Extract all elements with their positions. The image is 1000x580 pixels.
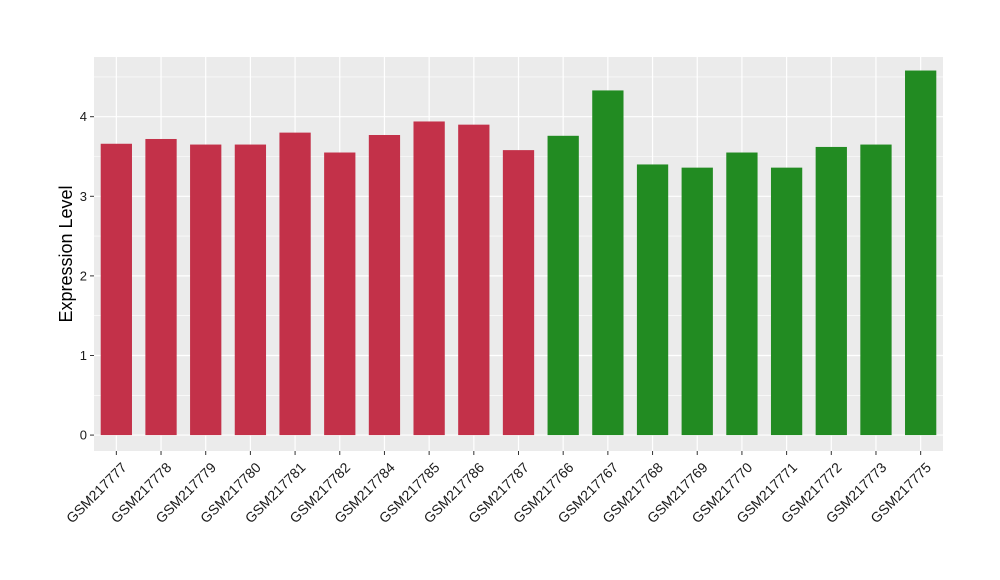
bar-GSM217782 bbox=[324, 152, 356, 436]
x-axis: GSM217777GSM217778GSM217779GSM217780GSM2… bbox=[63, 451, 934, 526]
bar-GSM217768 bbox=[636, 164, 669, 436]
y-axis-title: Expression Level bbox=[56, 185, 76, 322]
bar-GSM217779 bbox=[190, 144, 222, 436]
bar-GSM217778 bbox=[145, 138, 177, 436]
y-tick-label: 1 bbox=[80, 348, 87, 363]
bar-GSM217769 bbox=[681, 167, 713, 436]
y-tick-label: 2 bbox=[80, 268, 87, 283]
bar-GSM217781 bbox=[279, 132, 311, 436]
y-tick-label: 3 bbox=[80, 189, 87, 204]
bar-GSM217780 bbox=[234, 144, 267, 436]
bar-GSM217771 bbox=[770, 167, 803, 436]
bar-GSM217775 bbox=[905, 70, 937, 436]
bar-GSM217786 bbox=[458, 124, 490, 436]
bar-GSM217770 bbox=[726, 152, 758, 436]
y-tick-label: 4 bbox=[80, 109, 87, 124]
bar-GSM217777 bbox=[100, 143, 132, 436]
bar-GSM217767 bbox=[592, 90, 624, 436]
bars bbox=[100, 70, 937, 436]
bar-GSM217784 bbox=[368, 135, 401, 436]
bar-GSM217773 bbox=[860, 144, 892, 436]
bar-GSM217787 bbox=[502, 150, 535, 436]
bar-GSM217785 bbox=[413, 121, 445, 436]
bar-GSM217772 bbox=[815, 146, 847, 436]
y-axis: 0 1 2 3 4 bbox=[80, 109, 94, 443]
y-tick-label: 0 bbox=[80, 428, 87, 443]
bar-GSM217766 bbox=[547, 135, 579, 436]
